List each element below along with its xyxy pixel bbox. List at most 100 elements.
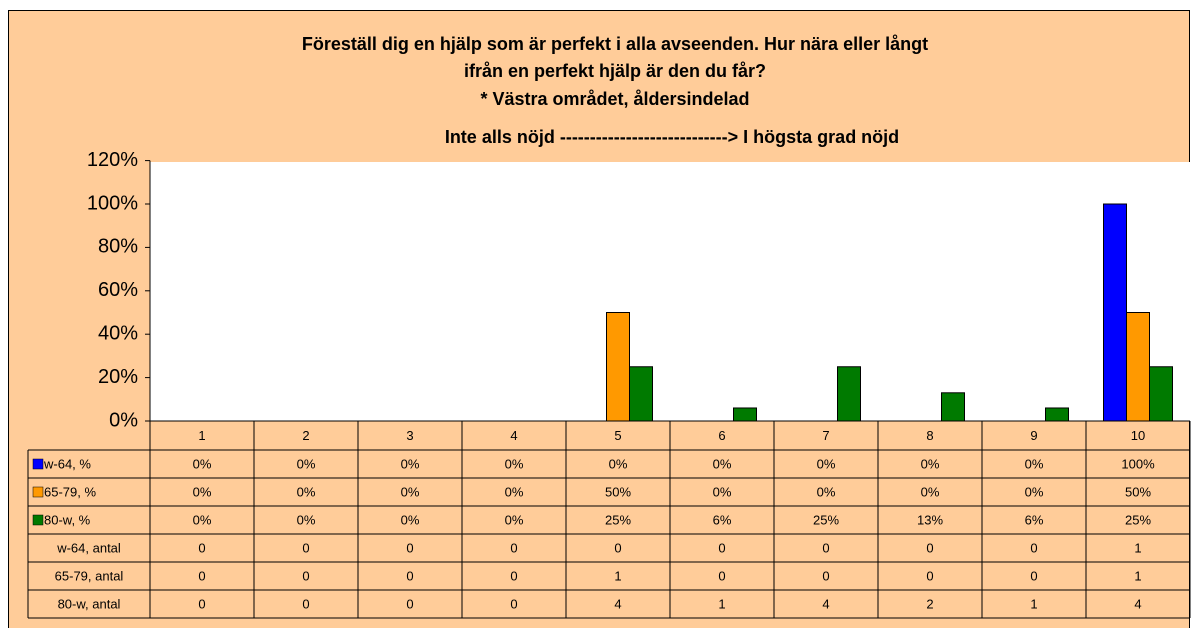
- table-value: 4: [1134, 596, 1141, 611]
- row-label: w-64, antal: [56, 540, 121, 555]
- table-value: 0%: [609, 456, 628, 471]
- table-value: 0%: [713, 484, 732, 499]
- table-value: 0: [406, 596, 413, 611]
- table-value: 0: [822, 568, 829, 583]
- x-tick-label: 3: [406, 428, 413, 443]
- bar: [733, 407, 757, 422]
- table-value: 1: [1134, 568, 1141, 583]
- table-value: 0%: [297, 456, 316, 471]
- y-tick-label: 100%: [87, 192, 138, 214]
- chart-title: Föreställ dig en hjälp som är perfekt i …: [302, 34, 928, 54]
- row-label: 80-w, antal: [58, 596, 121, 611]
- legend-key: [32, 514, 44, 526]
- legend-label: w-64, %: [43, 456, 91, 471]
- table-value: 2: [926, 596, 933, 611]
- table-value: 0%: [921, 456, 940, 471]
- table-value: 6%: [713, 512, 732, 527]
- bar: [1103, 203, 1127, 422]
- y-tick-label: 120%: [87, 149, 138, 171]
- table-value: 0: [718, 540, 725, 555]
- table-value: 0%: [921, 484, 940, 499]
- table-value: 0%: [713, 456, 732, 471]
- table-value: 1: [614, 568, 621, 583]
- table-value: 1: [1030, 596, 1037, 611]
- x-tick-label: 1: [198, 428, 205, 443]
- table-value: 0: [822, 540, 829, 555]
- legend-key: [32, 486, 44, 498]
- table-value: 50%: [605, 484, 631, 499]
- legend-label: 65-79, %: [44, 484, 96, 499]
- x-tick-label: 5: [614, 428, 621, 443]
- table-value: 4: [822, 596, 829, 611]
- table-value: 0%: [1025, 484, 1044, 499]
- bar: [1045, 407, 1069, 422]
- x-tick-label: 9: [1030, 428, 1037, 443]
- table-value: 0: [1030, 568, 1037, 583]
- table-value: 0: [198, 568, 205, 583]
- table-value: 0: [198, 540, 205, 555]
- table-value: 13%: [917, 512, 943, 527]
- y-tick-label: 60%: [98, 279, 138, 301]
- table-value: 0%: [193, 512, 212, 527]
- table-value: 100%: [1121, 456, 1155, 471]
- chart-title: * Västra området, åldersindelad: [480, 89, 749, 109]
- table-value: 0: [198, 596, 205, 611]
- table-value: 25%: [605, 512, 631, 527]
- y-tick-label: 40%: [98, 322, 138, 344]
- table-value: 0: [302, 568, 309, 583]
- table-value: 25%: [813, 512, 839, 527]
- y-tick-label: 20%: [98, 366, 138, 388]
- table-value: 0%: [505, 456, 524, 471]
- table-value: 50%: [1125, 484, 1151, 499]
- table-value: 0%: [193, 456, 212, 471]
- table-value: 0: [1030, 540, 1037, 555]
- table-value: 1: [1134, 540, 1141, 555]
- table-value: 0: [718, 568, 725, 583]
- table-value: 4: [614, 596, 621, 611]
- bar: [629, 366, 653, 422]
- bar: [1149, 366, 1173, 422]
- table-value: 6%: [1025, 512, 1044, 527]
- bar: [837, 366, 861, 422]
- x-tick-label: 7: [822, 428, 829, 443]
- x-tick-label: 8: [926, 428, 933, 443]
- table-value: 0: [510, 568, 517, 583]
- table-value: 0: [614, 540, 621, 555]
- table-value: 0: [926, 568, 933, 583]
- table-value: 0%: [505, 512, 524, 527]
- table-value: 0: [510, 540, 517, 555]
- y-tick-label: 0%: [109, 409, 138, 431]
- table-value: 0: [926, 540, 933, 555]
- bar: [1126, 312, 1150, 422]
- table-value: 0%: [297, 512, 316, 527]
- table-value: 0%: [401, 456, 420, 471]
- table-value: 0%: [1025, 456, 1044, 471]
- table-value: 0: [510, 596, 517, 611]
- row-label: 65-79, antal: [55, 568, 124, 583]
- table-value: 0%: [193, 484, 212, 499]
- table-value: 1: [718, 596, 725, 611]
- bar: [941, 392, 965, 422]
- table-value: 0%: [817, 484, 836, 499]
- chart-subtitle: Inte alls nöjd -------------------------…: [445, 127, 899, 147]
- legend-key: [32, 458, 44, 470]
- table-value: 0%: [401, 484, 420, 499]
- x-tick-label: 4: [510, 428, 517, 443]
- table-value: 0%: [297, 484, 316, 499]
- table-value: 0%: [401, 512, 420, 527]
- legend-label: 80-w, %: [44, 512, 91, 527]
- plot-area: [150, 162, 1190, 421]
- chart-title: ifrån en perfekt hjälp är den du får?: [464, 61, 766, 81]
- y-tick-label: 80%: [98, 236, 138, 258]
- x-tick-label: 10: [1131, 428, 1145, 443]
- table-value: 0: [302, 540, 309, 555]
- table-value: 0: [406, 540, 413, 555]
- bar: [606, 312, 630, 422]
- table-value: 0%: [817, 456, 836, 471]
- table-value: 0: [302, 596, 309, 611]
- x-tick-label: 6: [718, 428, 725, 443]
- x-tick-label: 2: [302, 428, 309, 443]
- table-value: 25%: [1125, 512, 1151, 527]
